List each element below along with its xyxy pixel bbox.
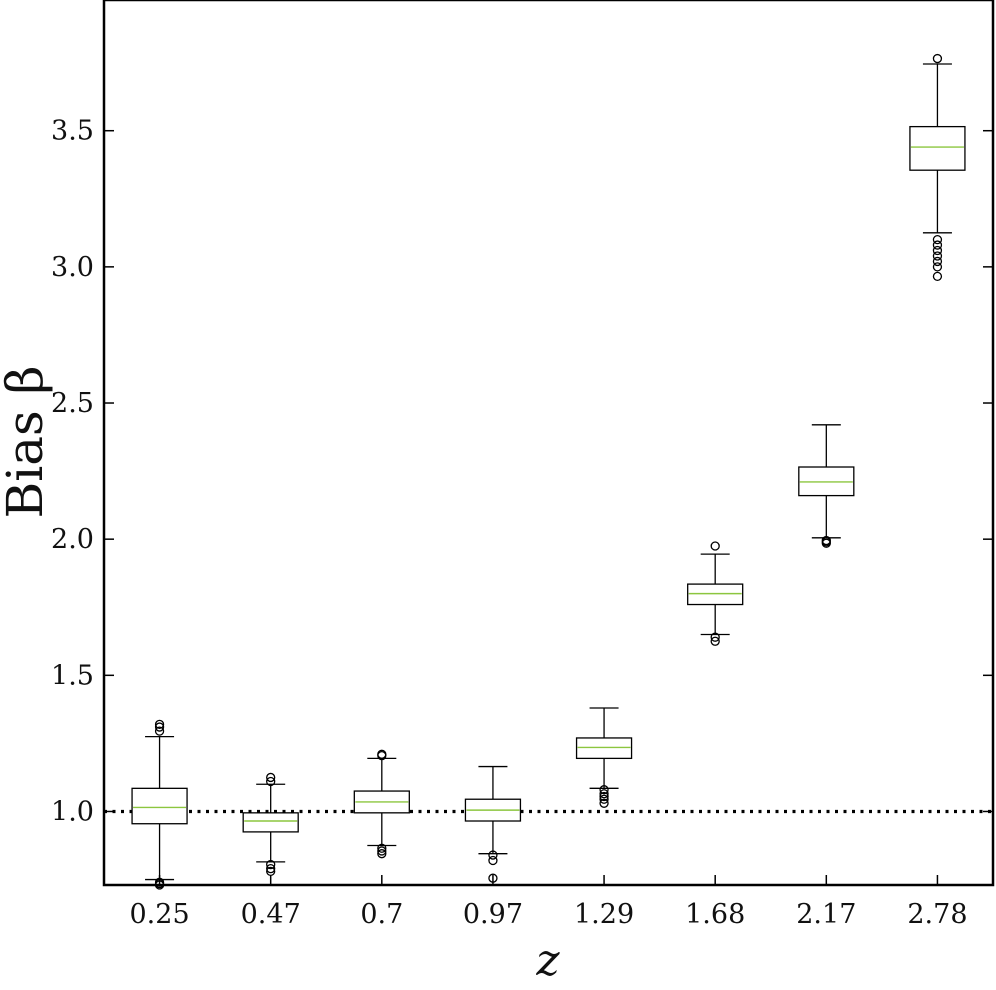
outlier-point bbox=[154, 726, 165, 736]
outlier-point bbox=[932, 240, 943, 250]
outlier-point bbox=[821, 538, 831, 548]
outlier-point bbox=[154, 719, 165, 729]
outlier-point bbox=[599, 789, 609, 799]
outlier-point bbox=[710, 541, 720, 551]
outlier-point bbox=[599, 798, 609, 808]
outlier-point bbox=[266, 772, 276, 783]
box-2.17 bbox=[798, 424, 855, 548]
outlier-point bbox=[932, 262, 943, 272]
x-tick-label: 1.68 bbox=[685, 899, 745, 930]
box-0.7 bbox=[353, 749, 410, 859]
outlier-point bbox=[377, 749, 387, 759]
iqr-box bbox=[242, 812, 299, 833]
outlier-point bbox=[710, 632, 720, 642]
x-axis: 0.25 0.47 0.7 0.97 1.29 1.68 2.17 2.78 bbox=[130, 875, 968, 930]
outlier-point bbox=[932, 271, 943, 282]
outlier-point bbox=[266, 859, 276, 870]
plot-layer bbox=[104, 53, 993, 890]
outlier-point bbox=[599, 791, 609, 802]
outlier-point bbox=[488, 855, 498, 866]
x-axis-title: z bbox=[535, 935, 560, 986]
y-tick-label: 3.0 bbox=[51, 252, 94, 283]
y-axis: 1.0 1.5 2.0 2.5 3.0 3.5 bbox=[51, 116, 993, 827]
box-0.25 bbox=[131, 719, 188, 890]
outlier-point bbox=[266, 864, 276, 874]
y-tick-label: 2.5 bbox=[51, 388, 94, 419]
outlier-point bbox=[932, 251, 943, 261]
outlier-point bbox=[932, 53, 943, 64]
y-tick-label: 3.5 bbox=[51, 116, 94, 147]
outlier-point bbox=[488, 850, 498, 860]
x-tick-label: 0.97 bbox=[463, 899, 523, 930]
box-2.78 bbox=[909, 53, 966, 282]
outlier-point bbox=[932, 245, 943, 256]
outlier-point bbox=[266, 776, 276, 787]
y-axis-title: Bias β bbox=[0, 365, 54, 518]
box-0.97 bbox=[464, 765, 522, 883]
outlier-point bbox=[377, 849, 387, 859]
box-0.47 bbox=[242, 772, 299, 877]
outlier-point bbox=[710, 636, 720, 646]
outlier-point bbox=[932, 256, 943, 267]
iqr-box bbox=[909, 125, 966, 171]
box-1.29 bbox=[575, 707, 633, 808]
outlier-point bbox=[599, 794, 609, 804]
outlier-point bbox=[377, 843, 387, 853]
y-tick-label: 2.0 bbox=[51, 524, 94, 555]
y-tick-label: 1.0 bbox=[51, 796, 94, 827]
box-1.68 bbox=[687, 541, 744, 646]
outlier-point bbox=[377, 846, 387, 856]
y-tick-label: 1.5 bbox=[51, 660, 94, 691]
outlier-point bbox=[154, 722, 165, 732]
x-tick-label: 0.7 bbox=[360, 899, 403, 930]
plot-frame bbox=[102, 0, 995, 887]
outlier-point bbox=[599, 785, 609, 795]
x-tick-label: 2.78 bbox=[907, 899, 967, 930]
outlier-point bbox=[932, 234, 943, 245]
iqr-box bbox=[131, 787, 188, 825]
x-tick-label: 0.25 bbox=[130, 899, 190, 930]
x-tick-label: 0.47 bbox=[241, 899, 301, 930]
x-tick-label: 1.29 bbox=[574, 899, 634, 930]
x-tick-label: 2.17 bbox=[796, 899, 856, 930]
